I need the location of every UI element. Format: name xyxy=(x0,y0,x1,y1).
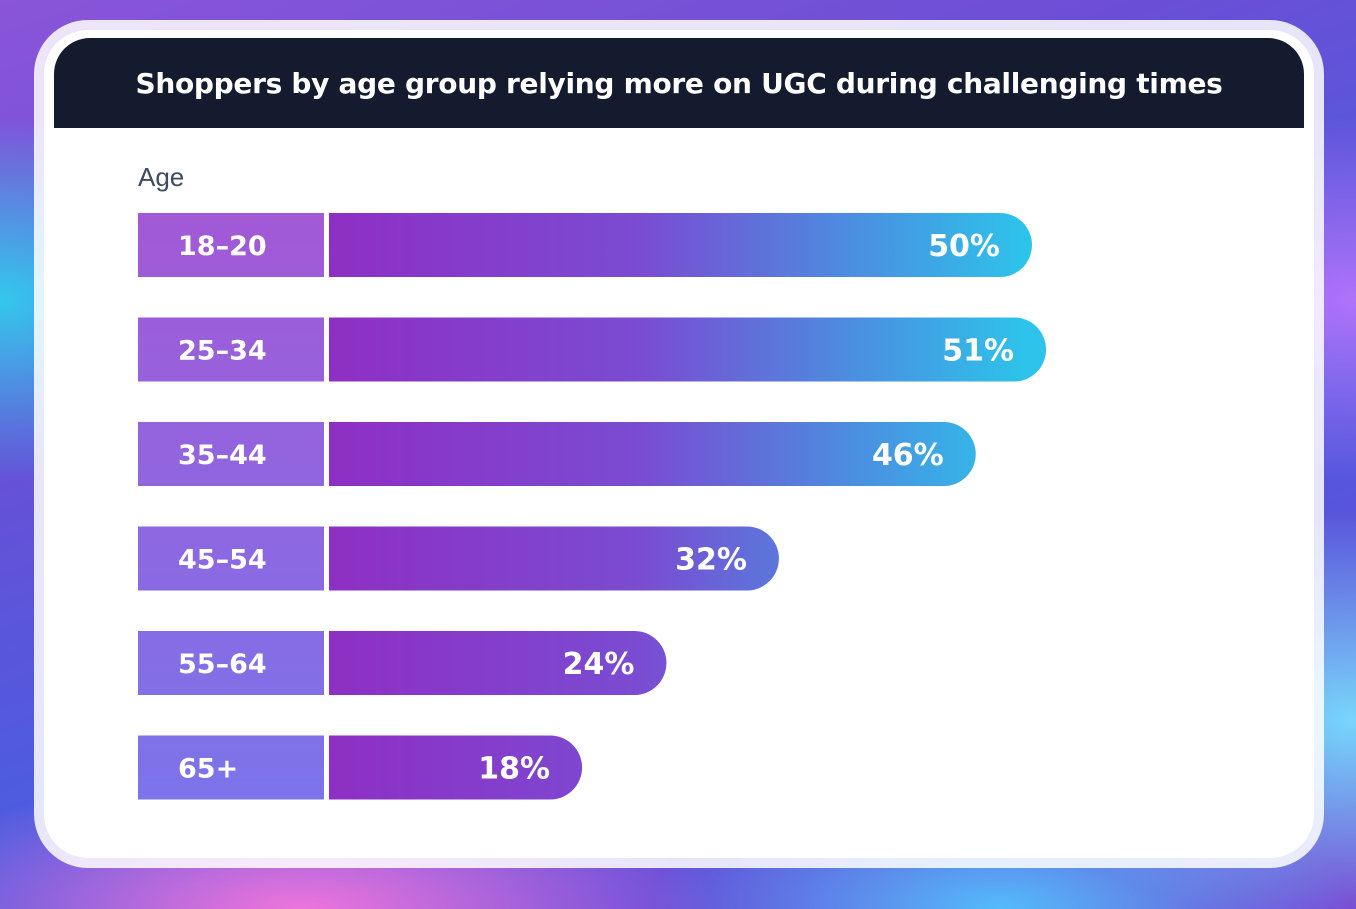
value-label: 32% xyxy=(675,543,747,578)
category-label: 35–44 xyxy=(178,440,267,471)
category-label: 18–20 xyxy=(178,231,267,262)
category-label: 55–64 xyxy=(178,649,267,680)
value-label: 18% xyxy=(478,752,550,787)
category-box-5 xyxy=(138,735,324,800)
category-label: 65+ xyxy=(178,754,238,785)
bar-chart: 18–20 50% 25–34 51% 35–44 46% 45–54 32% 55–64 24%… xyxy=(138,213,1047,800)
bar xyxy=(329,317,1047,382)
category-box-2 xyxy=(138,422,324,486)
bar xyxy=(329,422,976,486)
bar xyxy=(329,735,583,800)
category-box-3 xyxy=(138,526,324,591)
value-label: 50% xyxy=(928,229,1000,264)
category-label: 25–34 xyxy=(178,336,267,367)
category-box-0 xyxy=(138,213,324,277)
category-box-4 xyxy=(138,631,324,695)
category-box-1 xyxy=(138,317,324,382)
chart-card: Shoppers by age group relying more on UG… xyxy=(44,30,1314,858)
value-label: 46% xyxy=(872,438,944,473)
bar xyxy=(329,631,667,695)
bar xyxy=(329,213,1032,277)
axis-label-age: Age xyxy=(138,162,185,192)
value-label: 24% xyxy=(563,647,635,682)
category-label: 45–54 xyxy=(178,545,267,576)
bar xyxy=(329,526,779,591)
value-label: 51% xyxy=(942,334,1014,369)
chart-title: Shoppers by age group relying more on UG… xyxy=(135,66,1223,100)
chart-header: Shoppers by age group relying more on UG… xyxy=(54,38,1304,128)
